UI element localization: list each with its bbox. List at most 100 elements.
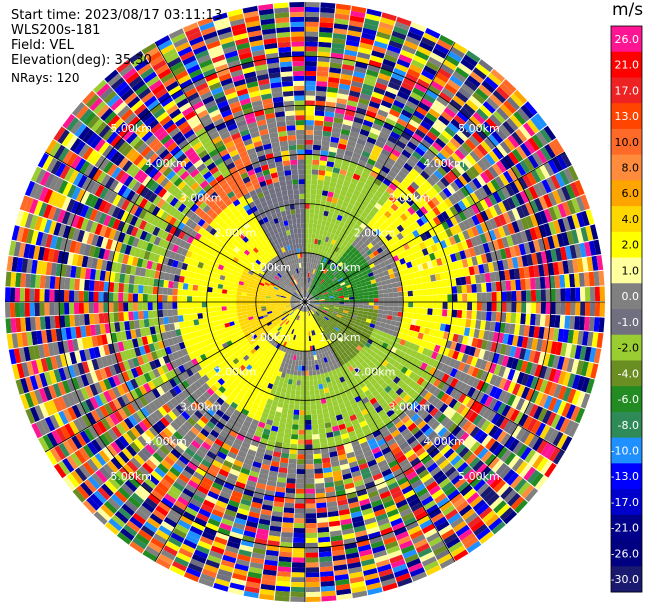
range-gate xyxy=(319,305,325,307)
range-gate xyxy=(337,289,343,293)
range-gate xyxy=(425,112,438,123)
range-gate xyxy=(566,230,575,245)
range-gate xyxy=(296,469,305,475)
range-gate xyxy=(400,275,406,282)
range-gate xyxy=(311,268,314,274)
range-gate xyxy=(359,298,364,302)
range-gate xyxy=(336,276,342,281)
range-gate xyxy=(287,379,293,385)
range-gate xyxy=(537,238,546,252)
range-gate xyxy=(323,241,328,247)
range-gate xyxy=(447,245,455,255)
range-gate xyxy=(315,194,322,200)
range-gate xyxy=(366,203,375,211)
range-gate xyxy=(307,272,310,278)
range-gate xyxy=(365,179,374,187)
range-gate xyxy=(318,277,323,283)
range-gate xyxy=(352,288,358,292)
range-gate xyxy=(297,449,305,455)
range-gate xyxy=(560,288,566,302)
range-gate xyxy=(302,351,305,357)
range-gate xyxy=(333,162,342,169)
range-gate xyxy=(423,32,439,43)
range-gate xyxy=(422,116,435,127)
range-gate xyxy=(419,156,430,167)
range-gate xyxy=(384,210,392,219)
range-gate xyxy=(356,164,365,172)
range-gate xyxy=(331,256,337,263)
range-gate xyxy=(435,72,449,83)
range-gate xyxy=(289,453,297,460)
range-gate xyxy=(387,310,393,316)
range-gate xyxy=(307,287,310,293)
range-gate xyxy=(319,272,324,278)
range-gate xyxy=(443,173,454,184)
range-gate xyxy=(515,232,524,244)
range-gate xyxy=(357,313,363,318)
range-gate xyxy=(382,288,389,294)
range-gate xyxy=(531,134,544,149)
range-gate xyxy=(534,378,544,392)
range-gate xyxy=(462,363,471,374)
range-gate xyxy=(461,83,475,96)
range-gate xyxy=(316,254,321,260)
range-gate xyxy=(362,314,368,319)
range-gate xyxy=(390,203,399,212)
range-gate xyxy=(350,261,357,268)
range-gate xyxy=(357,102,369,110)
range-gate xyxy=(495,281,502,292)
range-gate xyxy=(300,390,305,396)
range-gate xyxy=(531,302,537,314)
range-gate xyxy=(344,254,351,261)
range-gate xyxy=(385,174,395,183)
range-gate xyxy=(439,272,446,280)
range-gate xyxy=(319,302,325,304)
range-gate xyxy=(319,388,325,395)
range-gate xyxy=(344,279,350,284)
range-gate xyxy=(409,194,418,203)
range-gate xyxy=(414,128,426,139)
range-gate xyxy=(347,264,353,271)
range-gate xyxy=(328,272,333,278)
range-gate xyxy=(570,182,581,198)
range-gate xyxy=(515,313,522,324)
range-gate xyxy=(366,268,373,274)
range-gate xyxy=(406,335,413,343)
range-gate xyxy=(292,379,297,386)
range-gate xyxy=(282,403,289,409)
range-gate xyxy=(496,107,510,121)
range-gate xyxy=(557,261,565,275)
range-gate xyxy=(384,274,391,281)
range-gate xyxy=(475,128,488,141)
range-gate xyxy=(363,295,369,299)
range-gate xyxy=(487,72,502,86)
range-gate xyxy=(312,154,320,161)
range-gate xyxy=(484,76,499,90)
range-gate xyxy=(307,346,311,352)
range-gate xyxy=(339,221,345,228)
range-gate xyxy=(599,302,605,317)
range-gate xyxy=(309,390,315,396)
range-gate xyxy=(413,164,424,174)
range-gate xyxy=(367,312,373,317)
range-gate xyxy=(571,359,580,374)
range-gate xyxy=(333,192,340,199)
range-gate xyxy=(366,191,375,199)
range-gate xyxy=(348,322,355,327)
range-gate xyxy=(314,296,319,299)
range-gate xyxy=(436,232,445,242)
range-gate xyxy=(481,302,487,311)
range-gate xyxy=(454,223,462,234)
range-gate xyxy=(326,242,331,248)
range-gate xyxy=(406,158,416,168)
range-gate xyxy=(398,204,407,213)
range-gate xyxy=(478,59,494,73)
range-gate xyxy=(451,243,460,253)
range-gate xyxy=(384,54,398,63)
range-gate xyxy=(341,64,355,71)
range-gate xyxy=(293,370,298,376)
range-gate xyxy=(485,117,499,131)
range-gate xyxy=(516,384,526,398)
range-gate xyxy=(318,307,324,310)
range-gate xyxy=(424,254,432,263)
